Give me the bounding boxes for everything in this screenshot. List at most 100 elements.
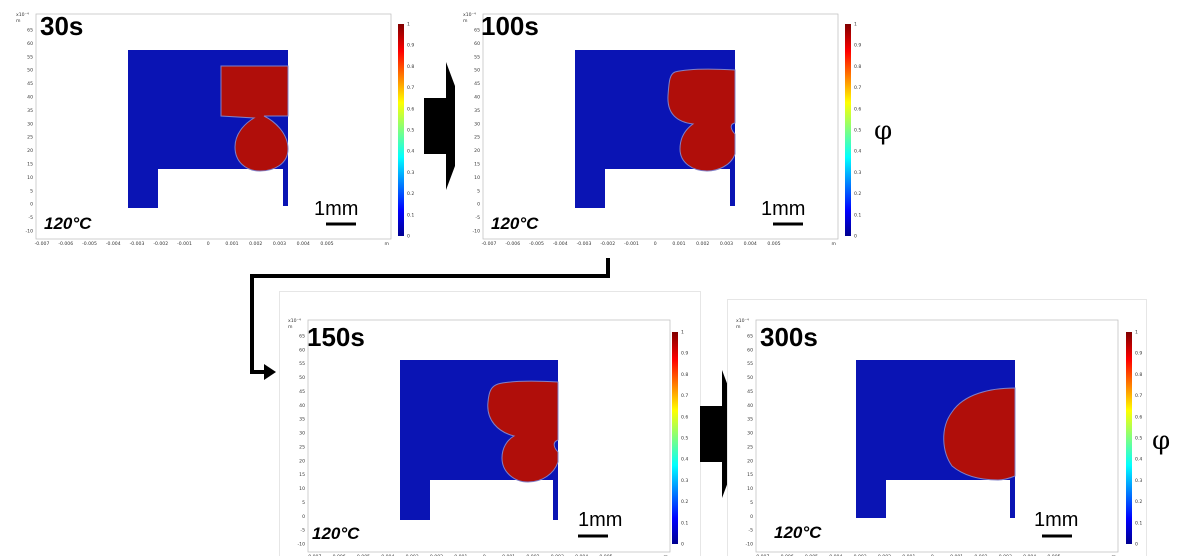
x-tick-label: 0.002 — [974, 554, 987, 556]
x-tick-label: -0.003 — [404, 554, 419, 556]
colorbar-tick-label: 0.8 — [854, 64, 861, 70]
y-tick-label: 65 — [299, 334, 305, 340]
x-tick-label: -0.002 — [600, 241, 615, 247]
x-tick-label: 0.001 — [672, 241, 685, 247]
y-tick-label: 25 — [747, 444, 753, 450]
x-unit: m — [385, 242, 390, 247]
y-tick-label: 50 — [27, 68, 33, 74]
x-tick-label: 0 — [931, 554, 934, 556]
arrow-right-1 — [424, 62, 470, 190]
time-label: 100s — [481, 11, 539, 41]
x-tick-label: -0.007 — [482, 241, 497, 247]
x-tick-label: 0.005 — [767, 241, 780, 247]
x-ticks: -0.007 -0.006 -0.005 -0.004 -0.003 -0.002 -0.0… — [482, 241, 837, 247]
y-unit: m — [736, 325, 741, 330]
y-tick-label: -10 — [745, 542, 753, 548]
y-tick-label: 60 — [747, 347, 753, 353]
y-tick-label: -5 — [475, 215, 480, 221]
panel-30s: x10⁻⁴ m 65 60 55 50 45 40 35 30 25 20 15 10 5 0 -5 -10 -0… — [8, 6, 414, 250]
x-tick-label: -0.005 — [82, 241, 97, 247]
y-tick-label: 30 — [747, 431, 753, 437]
x-tick-label: -0.007 — [307, 554, 322, 556]
y-tick-label: 35 — [27, 108, 33, 114]
colorbar-tick-label: 0.8 — [407, 64, 414, 70]
x-tick-label: -0.005 — [355, 554, 370, 556]
x-ticks: -0.007 -0.006 -0.005 -0.004 -0.003 -0.002 -0.0… — [35, 241, 390, 247]
x-tick-label: 0.005 — [1047, 554, 1060, 556]
colorbar-tick-label: 1 — [407, 22, 410, 28]
y-tick-label: 30 — [474, 121, 480, 127]
x-tick-label: -0.005 — [803, 554, 818, 556]
colorbar-tick-label: 0.3 — [681, 478, 688, 484]
x-tick-label: 0.001 — [225, 241, 238, 247]
x-tick-label: 0.004 — [744, 241, 757, 247]
y-tick-label: 45 — [474, 81, 480, 87]
colorbar-tick-label: 0.6 — [407, 106, 414, 112]
phi-symbol-bottom: φ — [1152, 426, 1171, 456]
y-tick-label: 10 — [27, 175, 33, 181]
time-label: 150s — [307, 322, 365, 352]
colorbar-tick-label: 0.2 — [407, 191, 414, 197]
phi-symbol-top: φ — [874, 116, 893, 146]
x-tick-label: 0 — [207, 241, 210, 247]
scale-bar-label: 1mm — [761, 198, 806, 220]
colorbar-tick-label: 0.2 — [681, 499, 688, 505]
y-tick-label: 60 — [299, 347, 305, 353]
y-tick-label: 5 — [750, 500, 753, 506]
domain — [575, 50, 736, 208]
colorbar-tick-label: 0.5 — [681, 436, 688, 442]
x-tick-label: -0.001 — [901, 554, 916, 556]
colorbar-tick-label: 0.7 — [854, 85, 861, 91]
scale-bar-label: 1mm — [314, 198, 359, 220]
x-tick-label: -0.006 — [58, 241, 73, 247]
y-tick-label: 10 — [474, 175, 480, 181]
y-tick-label: 15 — [474, 162, 480, 168]
y-tick-label: 40 — [747, 403, 753, 409]
x-tick-label: 0.003 — [720, 241, 733, 247]
x-tick-label: -0.006 — [779, 554, 794, 556]
y-tick-label: 20 — [747, 458, 753, 464]
x-tick-label: -0.003 — [577, 241, 592, 247]
colorbar-tick-label: 0.9 — [407, 43, 414, 49]
colorbar-tick-label: 0.4 — [854, 149, 861, 155]
time-label: 30s — [40, 11, 84, 41]
x-tick-label: -0.004 — [106, 241, 121, 247]
colorbar-tick-label: 0.8 — [1135, 372, 1142, 378]
y-tick-label: 40 — [27, 95, 33, 101]
colorbar-ticks: 1 0.9 0.8 0.7 0.6 0.5 0.4 0.3 0.2 0.1 0 — [681, 330, 688, 548]
panel-100s: x10⁻⁴ m 65 60 55 50 45 40 35 30 25 20 15 10 5 0 -5 -10 -0… — [455, 6, 861, 250]
y-tick-label: 35 — [747, 417, 753, 423]
x-tick-label: 0.003 — [551, 554, 564, 556]
y-exponent: x10⁻⁴ — [288, 318, 301, 324]
colorbar-tick-label: 0.5 — [1135, 436, 1142, 442]
y-tick-label: 10 — [299, 486, 305, 492]
y-tick-label: 15 — [27, 162, 33, 168]
x-tick-label: 0.004 — [1023, 554, 1036, 556]
y-tick-label: 40 — [474, 95, 480, 101]
x-tick-label: -0.004 — [380, 554, 395, 556]
x-tick-label: -0.002 — [428, 554, 443, 556]
x-tick-label: -0.003 — [852, 554, 867, 556]
colorbar-tick-label: 0.7 — [681, 393, 688, 399]
colorbar-tick-label: 0.5 — [407, 128, 414, 134]
colorbar-tick-label: 0.9 — [681, 351, 688, 357]
y-tick-label: 0 — [750, 514, 753, 520]
scale-bar-label: 1mm — [578, 509, 623, 531]
x-tick-label: -0.005 — [529, 241, 544, 247]
colorbar-tick-label: 0.7 — [407, 85, 414, 91]
colorbar — [398, 24, 404, 236]
x-tick-label: -0.003 — [130, 241, 145, 247]
time-label: 300s — [760, 322, 818, 352]
colorbar-tick-label: 0.7 — [1135, 393, 1142, 399]
colorbar-tick-label: 0 — [854, 234, 857, 240]
x-tick-label: 0 — [654, 241, 657, 247]
y-tick-label: 55 — [474, 54, 480, 60]
y-tick-label: -5 — [300, 528, 305, 534]
y-tick-label: 30 — [299, 431, 305, 437]
